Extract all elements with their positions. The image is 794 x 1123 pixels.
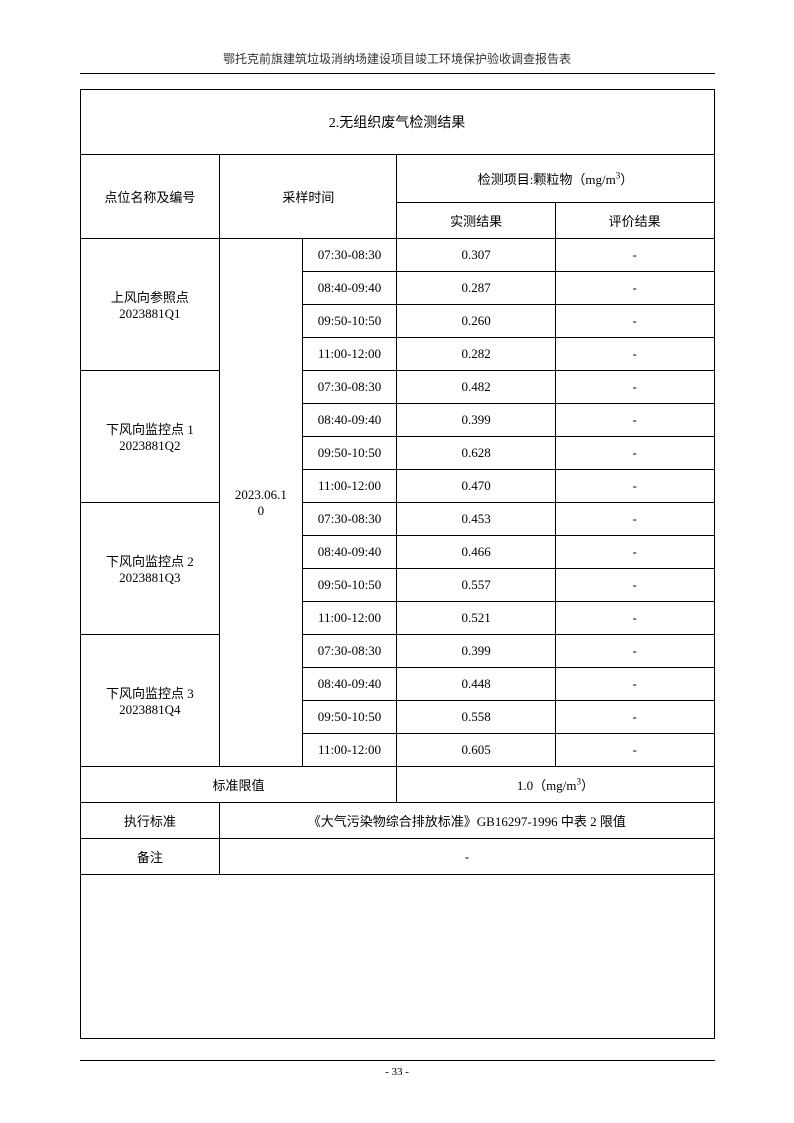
value-cell: 0.557 (397, 569, 555, 602)
eval-cell: - (555, 602, 713, 635)
value-cell: 0.558 (397, 701, 555, 734)
eval-cell: - (555, 668, 713, 701)
time-cell: 11:00-12:00 (302, 734, 397, 767)
eval-cell: - (555, 371, 713, 404)
time-cell: 07:30-08:30 (302, 239, 397, 272)
eval-cell: - (555, 734, 713, 767)
header-title: 鄂托克前旗建筑垃圾消纳场建设项目竣工环境保护验收调查报告表 (223, 52, 571, 66)
standard-label: 执行标准 (81, 803, 220, 839)
eval-cell: - (555, 470, 713, 503)
col-sample-time: 采样时间 (220, 155, 397, 239)
value-cell: 0.399 (397, 635, 555, 668)
limit-value: 1.0（mg/m3） (397, 767, 714, 803)
col-measured: 实测结果 (397, 203, 555, 239)
value-cell: 0.287 (397, 272, 555, 305)
time-cell: 07:30-08:30 (302, 503, 397, 536)
time-cell: 07:30-08:30 (302, 371, 397, 404)
eval-cell: - (555, 272, 713, 305)
time-cell: 09:50-10:50 (302, 569, 397, 602)
standard-value: 《大气污染物综合排放标准》GB16297-1996 中表 2 限值 (220, 803, 714, 839)
eval-cell: - (555, 437, 713, 470)
eval-cell: - (555, 338, 713, 371)
table-title: 2.无组织废气检测结果 (81, 90, 714, 155)
value-cell: 0.482 (397, 371, 555, 404)
value-cell: 0.282 (397, 338, 555, 371)
col-test-item: 检测项目:颗粒物（mg/m3） (397, 155, 714, 203)
value-cell: 0.453 (397, 503, 555, 536)
point-2: 下风向监控点 1 2023881Q2 (81, 371, 220, 503)
col-evaluation: 评价结果 (555, 203, 713, 239)
limit-label: 标准限值 (81, 767, 397, 803)
time-cell: 11:00-12:00 (302, 338, 397, 371)
value-cell: 0.448 (397, 668, 555, 701)
point-3: 下风向监控点 2 2023881Q3 (81, 503, 220, 635)
time-cell: 08:40-09:40 (302, 272, 397, 305)
col-point-name: 点位名称及编号 (81, 155, 220, 239)
time-cell: 08:40-09:40 (302, 404, 397, 437)
value-cell: 0.466 (397, 536, 555, 569)
time-cell: 09:50-10:50 (302, 701, 397, 734)
time-cell: 11:00-12:00 (302, 470, 397, 503)
eval-cell: - (555, 701, 713, 734)
time-cell: 07:30-08:30 (302, 635, 397, 668)
eval-cell: - (555, 305, 713, 338)
eval-cell: - (555, 503, 713, 536)
results-table: 2.无组织废气检测结果 点位名称及编号 采样时间 检测项目:颗粒物（mg/m3）… (81, 90, 714, 875)
point-4: 下风向监控点 3 2023881Q4 (81, 635, 220, 767)
remark-value: - (220, 839, 714, 875)
footer-divider (80, 1060, 715, 1061)
eval-cell: - (555, 536, 713, 569)
time-cell: 09:50-10:50 (302, 305, 397, 338)
page-header: 鄂托克前旗建筑垃圾消纳场建设项目竣工环境保护验收调查报告表 (0, 0, 794, 74)
eval-cell: - (555, 635, 713, 668)
value-cell: 0.521 (397, 602, 555, 635)
value-cell: 0.399 (397, 404, 555, 437)
sample-date: 2023.06.1 0 (220, 239, 302, 767)
page-footer: - 33 - (0, 1060, 794, 1078)
time-cell: 11:00-12:00 (302, 602, 397, 635)
point-1: 上风向参照点 2023881Q1 (81, 239, 220, 371)
page-number: - 33 - (385, 1066, 409, 1078)
remark-label: 备注 (81, 839, 220, 875)
time-cell: 08:40-09:40 (302, 536, 397, 569)
eval-cell: - (555, 239, 713, 272)
time-cell: 09:50-10:50 (302, 437, 397, 470)
value-cell: 0.628 (397, 437, 555, 470)
value-cell: 0.307 (397, 239, 555, 272)
value-cell: 0.260 (397, 305, 555, 338)
header-divider (80, 73, 715, 74)
time-cell: 08:40-09:40 (302, 668, 397, 701)
eval-cell: - (555, 569, 713, 602)
eval-cell: - (555, 404, 713, 437)
value-cell: 0.470 (397, 470, 555, 503)
main-content-frame: 2.无组织废气检测结果 点位名称及编号 采样时间 检测项目:颗粒物（mg/m3）… (80, 89, 715, 1039)
value-cell: 0.605 (397, 734, 555, 767)
